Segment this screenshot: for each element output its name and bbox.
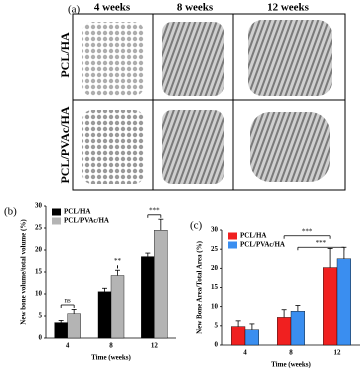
row-header: PCL/PVAc/HA xyxy=(58,106,72,183)
bar xyxy=(67,313,81,339)
x-tick-label: 12 xyxy=(334,349,342,357)
bar xyxy=(230,326,246,346)
significance-label: *** xyxy=(302,227,313,235)
panel-label: (c) xyxy=(190,220,203,232)
y-tick-label: 30 xyxy=(35,202,43,210)
significance-label: ns xyxy=(65,297,72,305)
image-grid xyxy=(72,13,346,191)
legend-swatch xyxy=(228,241,237,249)
bar xyxy=(154,229,168,339)
y-tick-label: 5 xyxy=(215,321,219,329)
column-header: 8 weeks xyxy=(177,2,214,14)
y-tick-label: 10 xyxy=(35,290,43,298)
panel-label: (a) xyxy=(68,4,81,16)
y-tick-label: 25 xyxy=(35,224,43,232)
legend-swatch xyxy=(52,217,61,225)
y-tick-label: 20 xyxy=(35,246,43,254)
legend-swatch xyxy=(52,208,61,216)
bar xyxy=(97,291,112,339)
bar xyxy=(110,275,125,339)
y-tick-label: 5 xyxy=(39,312,43,320)
y-tick-label: 15 xyxy=(35,268,43,276)
column-header: 4 weeks xyxy=(94,2,131,14)
y-tick-label: 0 xyxy=(39,334,43,342)
y-tick-label: 10 xyxy=(211,302,219,310)
row-header: PCL/HA xyxy=(58,32,72,78)
significance-label: ** xyxy=(114,257,122,265)
bar xyxy=(323,267,338,346)
bar xyxy=(336,258,352,346)
column-header: 12 weeks xyxy=(267,2,310,14)
y-axis-label: New Bone Area/Total Area (%) xyxy=(196,240,204,333)
legend-label: PCL/HA xyxy=(64,208,90,216)
x-axis-label: Time (weeks) xyxy=(271,361,311,369)
legend-swatch xyxy=(228,232,237,240)
x-tick-label: 8 xyxy=(289,349,293,357)
significance-label: *** xyxy=(149,206,160,214)
y-tick-label: 15 xyxy=(211,283,219,291)
legend-label: PCL/PVAc/HA xyxy=(64,217,109,225)
bar xyxy=(277,317,292,346)
x-axis-label: Time (weeks) xyxy=(91,354,131,362)
y-tick-label: 0 xyxy=(215,341,219,349)
y-tick-label: 20 xyxy=(211,264,219,272)
legend-label: PCL/HA xyxy=(240,232,266,240)
bar xyxy=(244,329,260,346)
y-tick-label: 25 xyxy=(211,245,219,253)
x-tick-label: 12 xyxy=(151,342,159,350)
x-tick-label: 4 xyxy=(66,342,70,350)
x-tick-label: 8 xyxy=(109,342,113,350)
bar xyxy=(141,256,155,339)
legend-label: PCL/PVAc/HA xyxy=(240,241,285,249)
y-axis-label: New bone volume/total volume (%) xyxy=(20,219,28,325)
bar xyxy=(54,322,68,339)
bar xyxy=(290,311,306,346)
significance-label: *** xyxy=(316,239,327,247)
y-tick-label: 30 xyxy=(211,226,219,234)
x-tick-label: 4 xyxy=(243,349,247,357)
panel-label: (b) xyxy=(4,206,17,218)
